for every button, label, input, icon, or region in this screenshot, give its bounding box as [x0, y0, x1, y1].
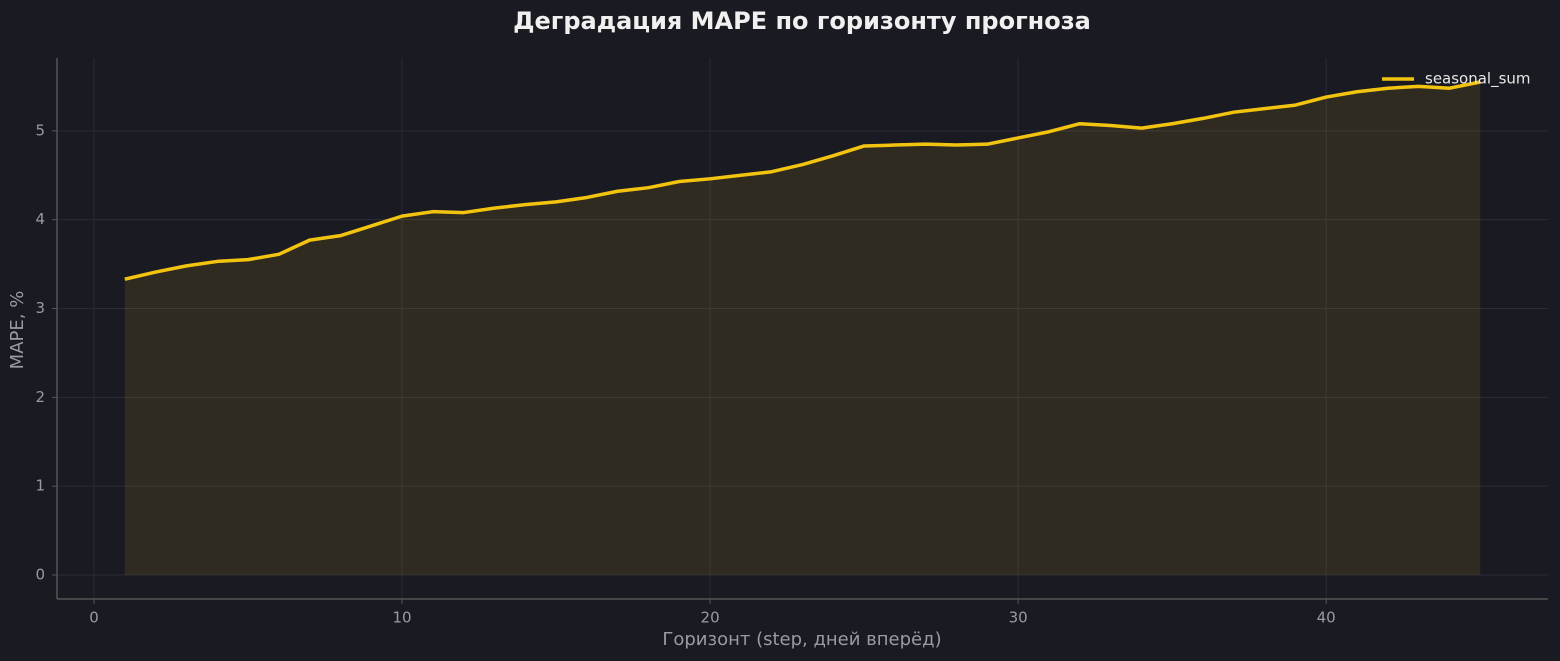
y-tick-label: 5: [35, 121, 45, 139]
y-tick-label: 1: [35, 477, 45, 495]
y-tick-label: 0: [35, 566, 45, 584]
chart-title: Деградация MAPE по горизонту прогноза: [513, 7, 1091, 35]
x-tick-label: 0: [89, 609, 99, 627]
x-tick-label: 30: [1009, 609, 1028, 627]
x-tick-label: 40: [1317, 609, 1336, 627]
y-axis-label: MAPE, %: [7, 291, 28, 370]
x-tick-label: 20: [701, 609, 720, 627]
y-tick-label: 4: [35, 210, 45, 228]
area: [124, 81, 1481, 576]
y-tick-label: 2: [35, 388, 45, 406]
x-tick-label: 10: [392, 609, 411, 627]
legend-label: seasonal_sum: [1425, 70, 1531, 89]
x-axis-label: Горизонт (step, дней вперёд): [662, 629, 941, 650]
line: [124, 80, 1481, 281]
y-tick-label: 3: [35, 299, 45, 317]
